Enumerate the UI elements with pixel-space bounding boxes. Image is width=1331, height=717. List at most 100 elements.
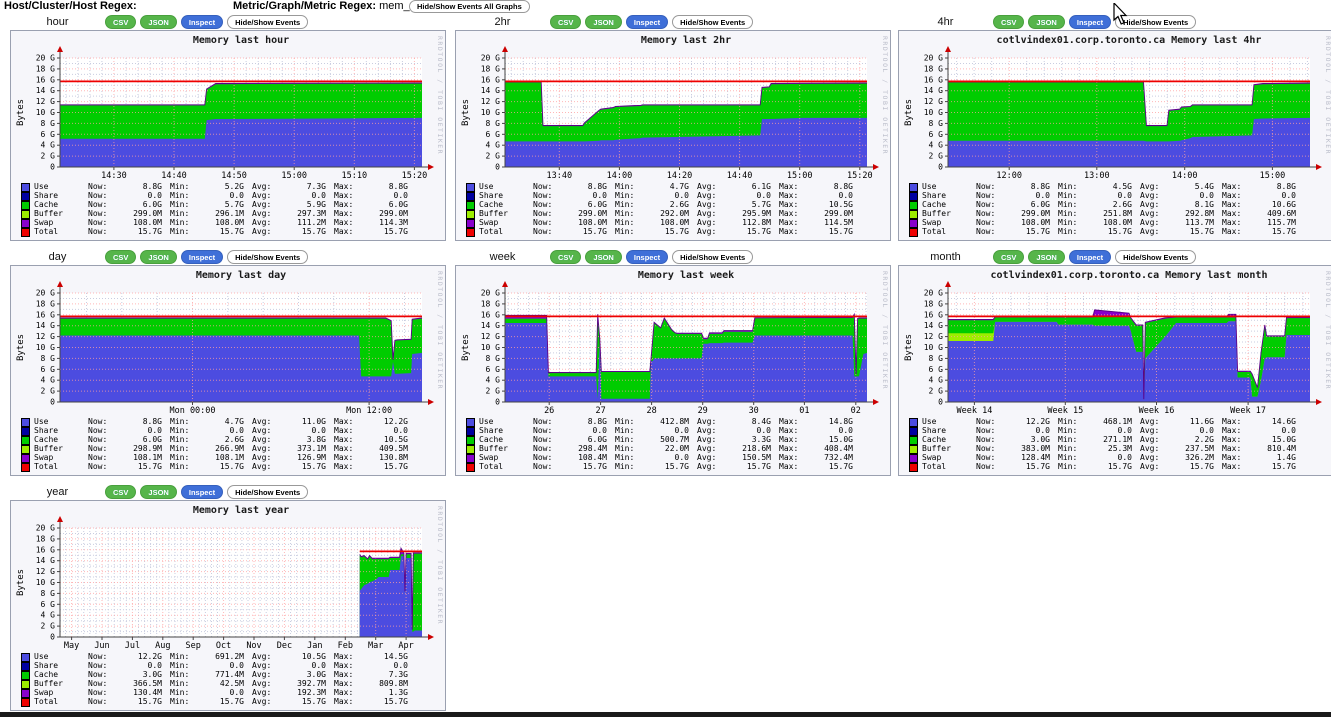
x-tick-label: 14:00 <box>1172 171 1198 181</box>
json-button-day[interactable]: JSON <box>140 250 177 264</box>
hide-show-events-button-2hr[interactable]: Hide/Show Events <box>672 15 754 29</box>
hide-show-events-button-week[interactable]: Hide/Show Events <box>672 250 754 264</box>
legend-series-name: Swap <box>479 218 499 228</box>
y-axis-label: Bytes <box>16 569 26 596</box>
legend-stat-label: Now: <box>976 209 996 219</box>
legend-stat-label: Min: <box>615 426 635 436</box>
graph-panel-week[interactable]: 20 G 18 G 16 G 14 G 12 G 10 G 8 G 6 G 4 G 2 G 0 26 2… <box>455 265 891 476</box>
graph-panel-4hr[interactable]: 20 G 18 G 16 G 14 G 12 G 10 G 8 G 6 G 4 G 2 G 0 12:… <box>898 30 1331 241</box>
y-axis-label: Bytes <box>461 99 471 126</box>
legend-series-name: Total <box>922 227 947 237</box>
hide-show-events-all-graphs-button[interactable]: Hide/Show Events All Graphs <box>409 0 530 13</box>
legend-stat-label: Avg: <box>1140 462 1160 472</box>
csv-button-month[interactable]: CSV <box>993 250 1025 264</box>
csv-button-4hr[interactable]: CSV <box>993 15 1025 29</box>
inspect-button-year[interactable]: Inspect <box>180 485 224 499</box>
hide-show-events-button-day[interactable]: Hide/Show Events <box>227 250 309 264</box>
x-tick-label: 12:00 <box>996 171 1022 181</box>
csv-button-hour[interactable]: CSV <box>105 15 137 29</box>
legend-stat-value: 809.8M <box>379 679 408 689</box>
legend-stat-value: 115.7M <box>1267 218 1296 228</box>
legend-stat-value: 468.1M <box>1103 417 1132 427</box>
graph-section-4hr: 4hr CSV JSON Inspect Hide/Show Events 20 G 18 … <box>898 14 1331 241</box>
inspect-button-4hr[interactable]: Inspect <box>1068 15 1112 29</box>
y-tick-label: 6 G <box>41 130 56 139</box>
rrdtool-watermark: RRDTOOL / TOBI OETIKER <box>436 506 444 626</box>
chart-legend: Use Now: 8.8G Min: 4.7G Avg: 11.0G Max: 12.2G Sha… <box>11 417 445 472</box>
graph-panel-day[interactable]: 20 G 18 G 16 G 14 G 12 G 10 G 8 G 6 G 4 G 2 G 0 Mon… <box>10 265 446 476</box>
legend-stat-value: 0.0 <box>838 191 853 201</box>
json-button-hour[interactable]: JSON <box>140 15 177 29</box>
inspect-button-month[interactable]: Inspect <box>1068 250 1112 264</box>
legend-row-cache: Cache Now: 6.0G Min: 500.7M Avg: 3.3G Max: 15.0G <box>466 435 890 445</box>
legend-stat-label: Min: <box>170 688 190 698</box>
y-tick-label: 12 G <box>481 332 500 341</box>
memory-chart-image: 20 G18 G 16 G 14 G 12 G 10 G 8 G 6 G 4 G 2 G 0 12:… <box>904 34 1322 181</box>
legend-stat-label: Max: <box>334 462 354 472</box>
legend-stat-value: 383.0M <box>1021 444 1050 454</box>
legend-stat-value: 292.0M <box>660 209 689 219</box>
y-tick-label: 10 G <box>36 343 55 352</box>
csv-button-2hr[interactable]: CSV <box>550 15 582 29</box>
y-tick-label: 10 G <box>924 108 943 117</box>
legend-stat-label: Max: <box>334 417 354 427</box>
legend-swatch-cache <box>909 436 918 445</box>
graph-panel-year[interactable]: 20 G 18 G 16 G 14 G 12 G 10 G 8 G 6 G 4 G 2 G 0 May… <box>10 500 446 711</box>
y-tick-label: 2 G <box>486 387 501 396</box>
inspect-button-week[interactable]: Inspect <box>625 250 669 264</box>
legend-stat-label: Max: <box>334 670 354 680</box>
legend-stat-label: Min: <box>1058 426 1078 436</box>
graph-panel-month[interactable]: 20 G 18 G 16 G 14 G 12 G 10 G 8 G 6 G 4 G 2 G 0 Wee… <box>898 265 1331 476</box>
inspect-button-hour[interactable]: Inspect <box>180 15 224 29</box>
legend-stat-value: 15.7G <box>664 227 689 237</box>
inspect-button-day[interactable]: Inspect <box>180 250 224 264</box>
y-tick-label: 0 <box>938 163 943 172</box>
json-button-4hr[interactable]: JSON <box>1028 15 1065 29</box>
csv-button-week[interactable]: CSV <box>550 250 582 264</box>
legend-series-name: Share <box>34 191 59 201</box>
y-tick-label: 20 G <box>36 54 55 63</box>
legend-stat-label: Min: <box>1058 191 1078 201</box>
csv-button-year[interactable]: CSV <box>105 485 137 499</box>
inspect-button-2hr[interactable]: Inspect <box>625 15 669 29</box>
legend-stat-label: Avg: <box>697 435 717 445</box>
json-button-2hr[interactable]: JSON <box>585 15 622 29</box>
legend-series-name: Cache <box>34 200 59 210</box>
csv-button-day[interactable]: CSV <box>105 250 137 264</box>
graph-panel-2hr[interactable]: 20 G 18 G 16 G 14 G 12 G 10 G 8 G 6 G 4 G 2 G 0 13:… <box>455 30 891 241</box>
legend-stat-value: 373.1M <box>297 444 326 454</box>
legend-stat-value: 15.7G <box>301 697 326 707</box>
y-tick-label: 0 <box>50 633 55 642</box>
legend-stat-value: 0.0 <box>311 661 326 671</box>
legend-series-name: Share <box>34 661 59 671</box>
y-tick-label: 16 G <box>924 75 943 84</box>
legend-stat-value: 0.0 <box>311 191 326 201</box>
json-button-year[interactable]: JSON <box>140 485 177 499</box>
legend-stat-value: 130.4M <box>133 688 162 698</box>
legend-stat-value: 0.0 <box>756 426 771 436</box>
legend-stat-value: 0.0 <box>838 426 853 436</box>
json-button-month[interactable]: JSON <box>1028 250 1065 264</box>
legend-stat-label: Now: <box>533 200 553 210</box>
y-tick-label: 20 G <box>36 524 55 533</box>
graph-panel-hour[interactable]: 20 G 18 G 16 G 14 G 12 G 10 G 8 G 6 G 4 G 2 G 0 14:… <box>10 30 446 241</box>
legend-stat-label: Max: <box>779 435 799 445</box>
x-tick-label: Week 15 <box>1047 406 1083 416</box>
hide-show-events-button-year[interactable]: Hide/Show Events <box>227 485 309 499</box>
hide-show-events-button-month[interactable]: Hide/Show Events <box>1115 250 1197 264</box>
json-button-week[interactable]: JSON <box>585 250 622 264</box>
memory-chart-image: 20 G18 G 16 G 14 G 12 G 10 G 8 G 6 G 4 G 2 G 0 Mon… <box>16 270 434 416</box>
legend-swatch-share <box>466 192 475 201</box>
legend-stat-value: 15.7G <box>582 227 607 237</box>
hide-show-events-button-hour[interactable]: Hide/Show Events <box>227 15 309 29</box>
x-tick-label: 01 <box>799 406 809 416</box>
legend-row-use: Use Now: 8.8G Min: 4.7G Avg: 11.0G Max: 12.2G <box>21 417 445 427</box>
legend-stat-value: 500.7M <box>660 435 689 445</box>
legend-stat-value: 108.1M <box>215 453 244 463</box>
graph-section-2hr: 2hr CSV JSON Inspect Hide/Show Events 20 G 18 … <box>455 14 891 241</box>
hide-show-events-button-4hr[interactable]: Hide/Show Events <box>1115 15 1197 29</box>
y-tick-label: 20 G <box>481 54 500 63</box>
legend-stat-value: 298.9M <box>133 444 162 454</box>
y-tick-label: 16 G <box>481 75 500 84</box>
legend-stat-value: 111.2M <box>297 218 326 228</box>
